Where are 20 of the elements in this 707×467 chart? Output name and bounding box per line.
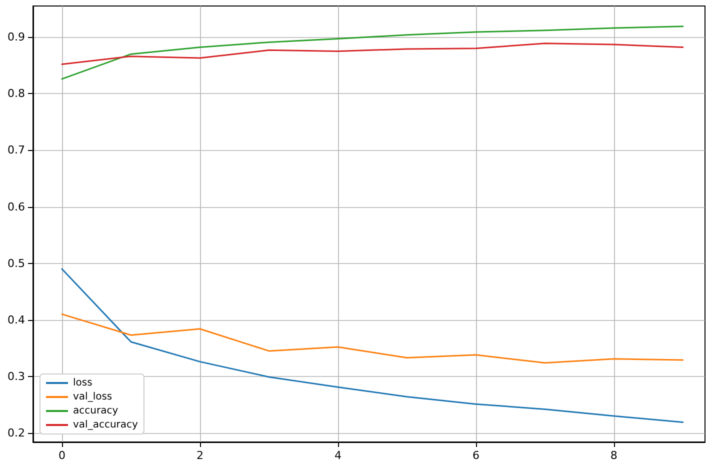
y-tick-label: 0.3 xyxy=(8,370,25,383)
x-tick-label: 8 xyxy=(610,449,618,462)
y-tick-label: 0.5 xyxy=(8,256,25,270)
line-series xyxy=(61,26,684,80)
y-tick-label: 0.4 xyxy=(8,313,25,326)
y-tick-label: 0.7 xyxy=(8,144,25,157)
x-tick-label: 6 xyxy=(472,449,480,462)
legend-label: accuracy xyxy=(73,406,118,416)
y-tick-label: 0.8 xyxy=(8,87,25,100)
line-series xyxy=(61,42,684,65)
y-tick-label: 0.6 xyxy=(8,200,25,214)
y-tick-label: 0.2 xyxy=(8,426,25,440)
x-tick-label: 2 xyxy=(196,449,204,462)
x-tick-label: 0 xyxy=(58,449,66,462)
x-tick-label: 4 xyxy=(334,449,342,462)
line-series xyxy=(61,313,684,364)
legend-label: val_accuracy xyxy=(73,420,138,430)
legend-label: loss xyxy=(73,378,92,388)
y-tick-label: 0.9 xyxy=(8,30,25,44)
legend-label: val_loss xyxy=(73,392,112,402)
